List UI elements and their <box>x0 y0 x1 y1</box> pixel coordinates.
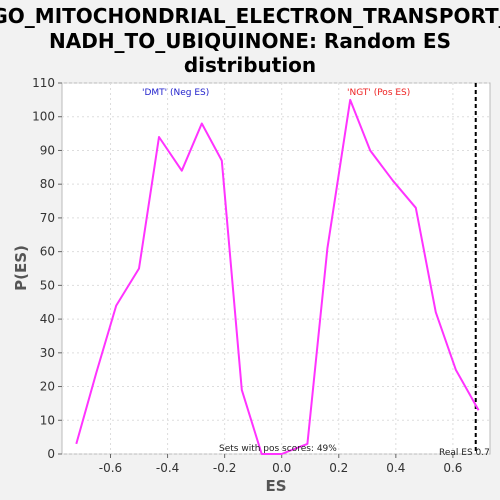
x-tick-label: -0.4 <box>156 461 179 475</box>
real-es-label: Real ES 0.7 <box>439 448 490 458</box>
x-tick-label: 0.4 <box>386 461 405 475</box>
y-tick-label: 60 <box>40 245 55 259</box>
y-tick-label: 80 <box>40 177 55 191</box>
chart-title-line-2: NADH_TO_UBIQUINONE: Random ES <box>49 29 451 53</box>
y-tick-label: 110 <box>32 76 55 90</box>
y-tick-label: 50 <box>40 278 55 292</box>
x-tick-label: -0.6 <box>99 461 122 475</box>
y-tick-label: 70 <box>40 211 55 225</box>
y-tick-label: 30 <box>40 346 55 360</box>
y-tick-label: 90 <box>40 143 55 157</box>
x-tick-label: -0.2 <box>213 461 236 475</box>
y-tick-label: 20 <box>40 380 55 394</box>
negative-es-label: 'DMT' (Neg ES) <box>142 88 209 98</box>
y-axis-label: P(ES) <box>12 245 30 291</box>
positive-es-label: 'NGT' (Pos ES) <box>347 88 410 98</box>
y-tick-label: 100 <box>32 110 55 124</box>
es-distribution-series-line <box>75 98 480 455</box>
x-axis-label: ES <box>265 477 286 495</box>
y-tick-label: 40 <box>40 312 55 326</box>
plot-area <box>61 82 491 455</box>
y-tick-label: 10 <box>40 413 55 427</box>
y-tick-label: 0 <box>47 447 55 461</box>
chart-title-line-1: GO_MITOCHONDRIAL_ELECTRON_TRANSPORT_ <box>0 4 500 28</box>
chart-title-line-3: distribution <box>184 53 316 77</box>
sets-with-pos-scores-note: Sets with pos scores: 49% <box>219 444 337 454</box>
x-tick-label: 0.0 <box>272 461 291 475</box>
axis-ticks: -0.6 -0.4 -0.2 0.0 0.2 0.4 0.6 0 10 20 30 40 50 60 70 8… <box>32 76 462 475</box>
x-tick-label: 0.2 <box>329 461 348 475</box>
x-tick-label: 0.6 <box>443 461 462 475</box>
